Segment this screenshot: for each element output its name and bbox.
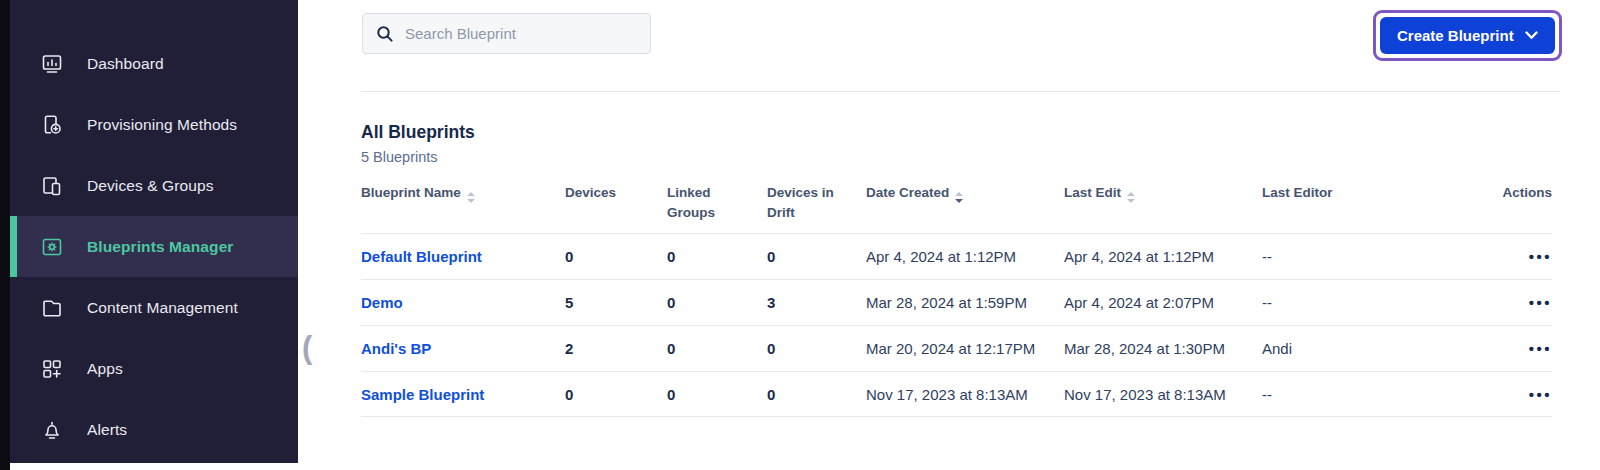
content-management-icon <box>39 295 65 321</box>
chevron-down-icon <box>1525 31 1538 40</box>
devices-in-drift-count: 0 <box>767 340 866 357</box>
search-input[interactable] <box>405 25 637 42</box>
provisioning-methods-icon <box>39 112 65 138</box>
sort-icon <box>1127 192 1135 203</box>
devices-count: 5 <box>565 294 667 311</box>
last-editor: -- <box>1262 294 1460 311</box>
sidebar-item-label: Apps <box>87 360 123 378</box>
blueprint-name-link[interactable]: Default Blueprint <box>361 248 565 265</box>
sidebar-item-alerts[interactable]: Alerts <box>10 399 298 460</box>
last-editor: -- <box>1262 386 1460 403</box>
devices-in-drift-count: 3 <box>767 294 866 311</box>
desktop-edge-strip <box>0 0 10 470</box>
sidebar-item-label: Provisioning Methods <box>87 116 237 134</box>
table-header-row: Blueprint Name Devices Linked Groups Dev… <box>361 183 1552 233</box>
sidebar: Dashboard Provisioning Methods Devic <box>10 0 298 463</box>
linked-groups-count: 0 <box>667 340 767 357</box>
table-row: Sample Blueprint 0 0 0 Nov 17, 2023 at 8… <box>361 371 1552 417</box>
blueprints-manager-page: Dashboard Provisioning Methods Devic <box>0 0 1600 470</box>
column-header-devices-in-drift: Devices in Drift <box>767 183 866 222</box>
date-created: Apr 4, 2024 at 1:12PM <box>866 248 1064 265</box>
sidebar-item-label: Dashboard <box>87 55 164 73</box>
date-created: Mar 20, 2024 at 12:17PM <box>866 340 1064 357</box>
sidebar-item-apps[interactable]: Apps <box>10 338 298 399</box>
row-actions-ellipsis-icon[interactable]: ••• <box>1529 295 1552 310</box>
apps-icon <box>39 356 65 382</box>
last-editor: Andi <box>1262 340 1460 357</box>
sidebar-item-devices-groups[interactable]: Devices & Groups <box>10 155 298 216</box>
table-row: Default Blueprint 0 0 0 Apr 4, 2024 at 1… <box>361 233 1552 279</box>
row-actions-ellipsis-icon[interactable]: ••• <box>1529 249 1552 264</box>
last-edit: Mar 28, 2024 at 1:30PM <box>1064 340 1262 357</box>
sidebar-item-blueprints-manager[interactable]: Blueprints Manager <box>10 216 298 277</box>
alerts-icon <box>39 417 65 443</box>
search-box[interactable] <box>362 13 651 54</box>
blueprint-name-link[interactable]: Sample Blueprint <box>361 386 565 403</box>
sort-icon <box>467 192 475 203</box>
linked-groups-count: 0 <box>667 248 767 265</box>
last-edit: Apr 4, 2024 at 2:07PM <box>1064 294 1262 311</box>
table-row: Demo 5 0 3 Mar 28, 2024 at 1:59PM Apr 4,… <box>361 279 1552 325</box>
sidebar-item-provisioning-methods[interactable]: Provisioning Methods <box>10 94 298 155</box>
devices-count: 0 <box>565 248 667 265</box>
linked-groups-count: 0 <box>667 386 767 403</box>
sidebar-collapse-icon[interactable]: ( <box>302 328 322 368</box>
create-blueprint-highlight-box: Create Blueprint <box>1373 10 1562 61</box>
column-header-actions: Actions <box>1460 183 1552 203</box>
sidebar-item-label: Blueprints Manager <box>87 238 234 256</box>
column-header-last-editor: Last Editor <box>1262 183 1460 203</box>
row-actions-ellipsis-icon[interactable]: ••• <box>1529 387 1552 402</box>
column-header-date-created[interactable]: Date Created <box>866 183 1064 203</box>
page-title: All Blueprints <box>361 122 475 143</box>
blueprint-name-link[interactable]: Andi's BP <box>361 340 565 357</box>
sidebar-item-label: Content Management <box>87 299 238 317</box>
column-header-blueprint-name[interactable]: Blueprint Name <box>361 183 565 203</box>
devices-count: 0 <box>565 386 667 403</box>
column-header-last-edit[interactable]: Last Edit <box>1064 183 1262 203</box>
blueprints-table: Blueprint Name Devices Linked Groups Dev… <box>361 183 1552 417</box>
date-created: Nov 17, 2023 at 8:13AM <box>866 386 1064 403</box>
sort-icon <box>955 192 963 203</box>
sidebar-item-dashboard[interactable]: Dashboard <box>10 33 298 94</box>
date-created: Mar 28, 2024 at 1:59PM <box>866 294 1064 311</box>
devices-count: 2 <box>565 340 667 357</box>
dashboard-icon <box>39 51 65 77</box>
sidebar-item-label: Alerts <box>87 421 127 439</box>
create-blueprint-button[interactable]: Create Blueprint <box>1380 17 1555 54</box>
devices-in-drift-count: 0 <box>767 386 866 403</box>
linked-groups-count: 0 <box>667 294 767 311</box>
search-icon <box>376 25 394 43</box>
row-actions-ellipsis-icon[interactable]: ••• <box>1529 341 1552 356</box>
table-row: Andi's BP 2 0 0 Mar 20, 2024 at 12:17PM … <box>361 325 1552 371</box>
blueprint-name-link[interactable]: Demo <box>361 294 565 311</box>
last-edit: Apr 4, 2024 at 1:12PM <box>1064 248 1262 265</box>
column-header-linked-groups: Linked Groups <box>667 183 767 222</box>
create-blueprint-label: Create Blueprint <box>1397 27 1514 44</box>
devices-in-drift-count: 0 <box>767 248 866 265</box>
topbar-divider <box>361 91 1560 92</box>
blueprint-count: 5 Blueprints <box>361 149 438 165</box>
blueprints-manager-icon <box>39 234 65 260</box>
sidebar-item-content-management[interactable]: Content Management <box>10 277 298 338</box>
last-edit: Nov 17, 2023 at 8:13AM <box>1064 386 1262 403</box>
column-header-devices: Devices <box>565 183 667 203</box>
sidebar-item-label: Devices & Groups <box>87 177 214 195</box>
devices-groups-icon <box>39 173 65 199</box>
last-editor: -- <box>1262 248 1460 265</box>
